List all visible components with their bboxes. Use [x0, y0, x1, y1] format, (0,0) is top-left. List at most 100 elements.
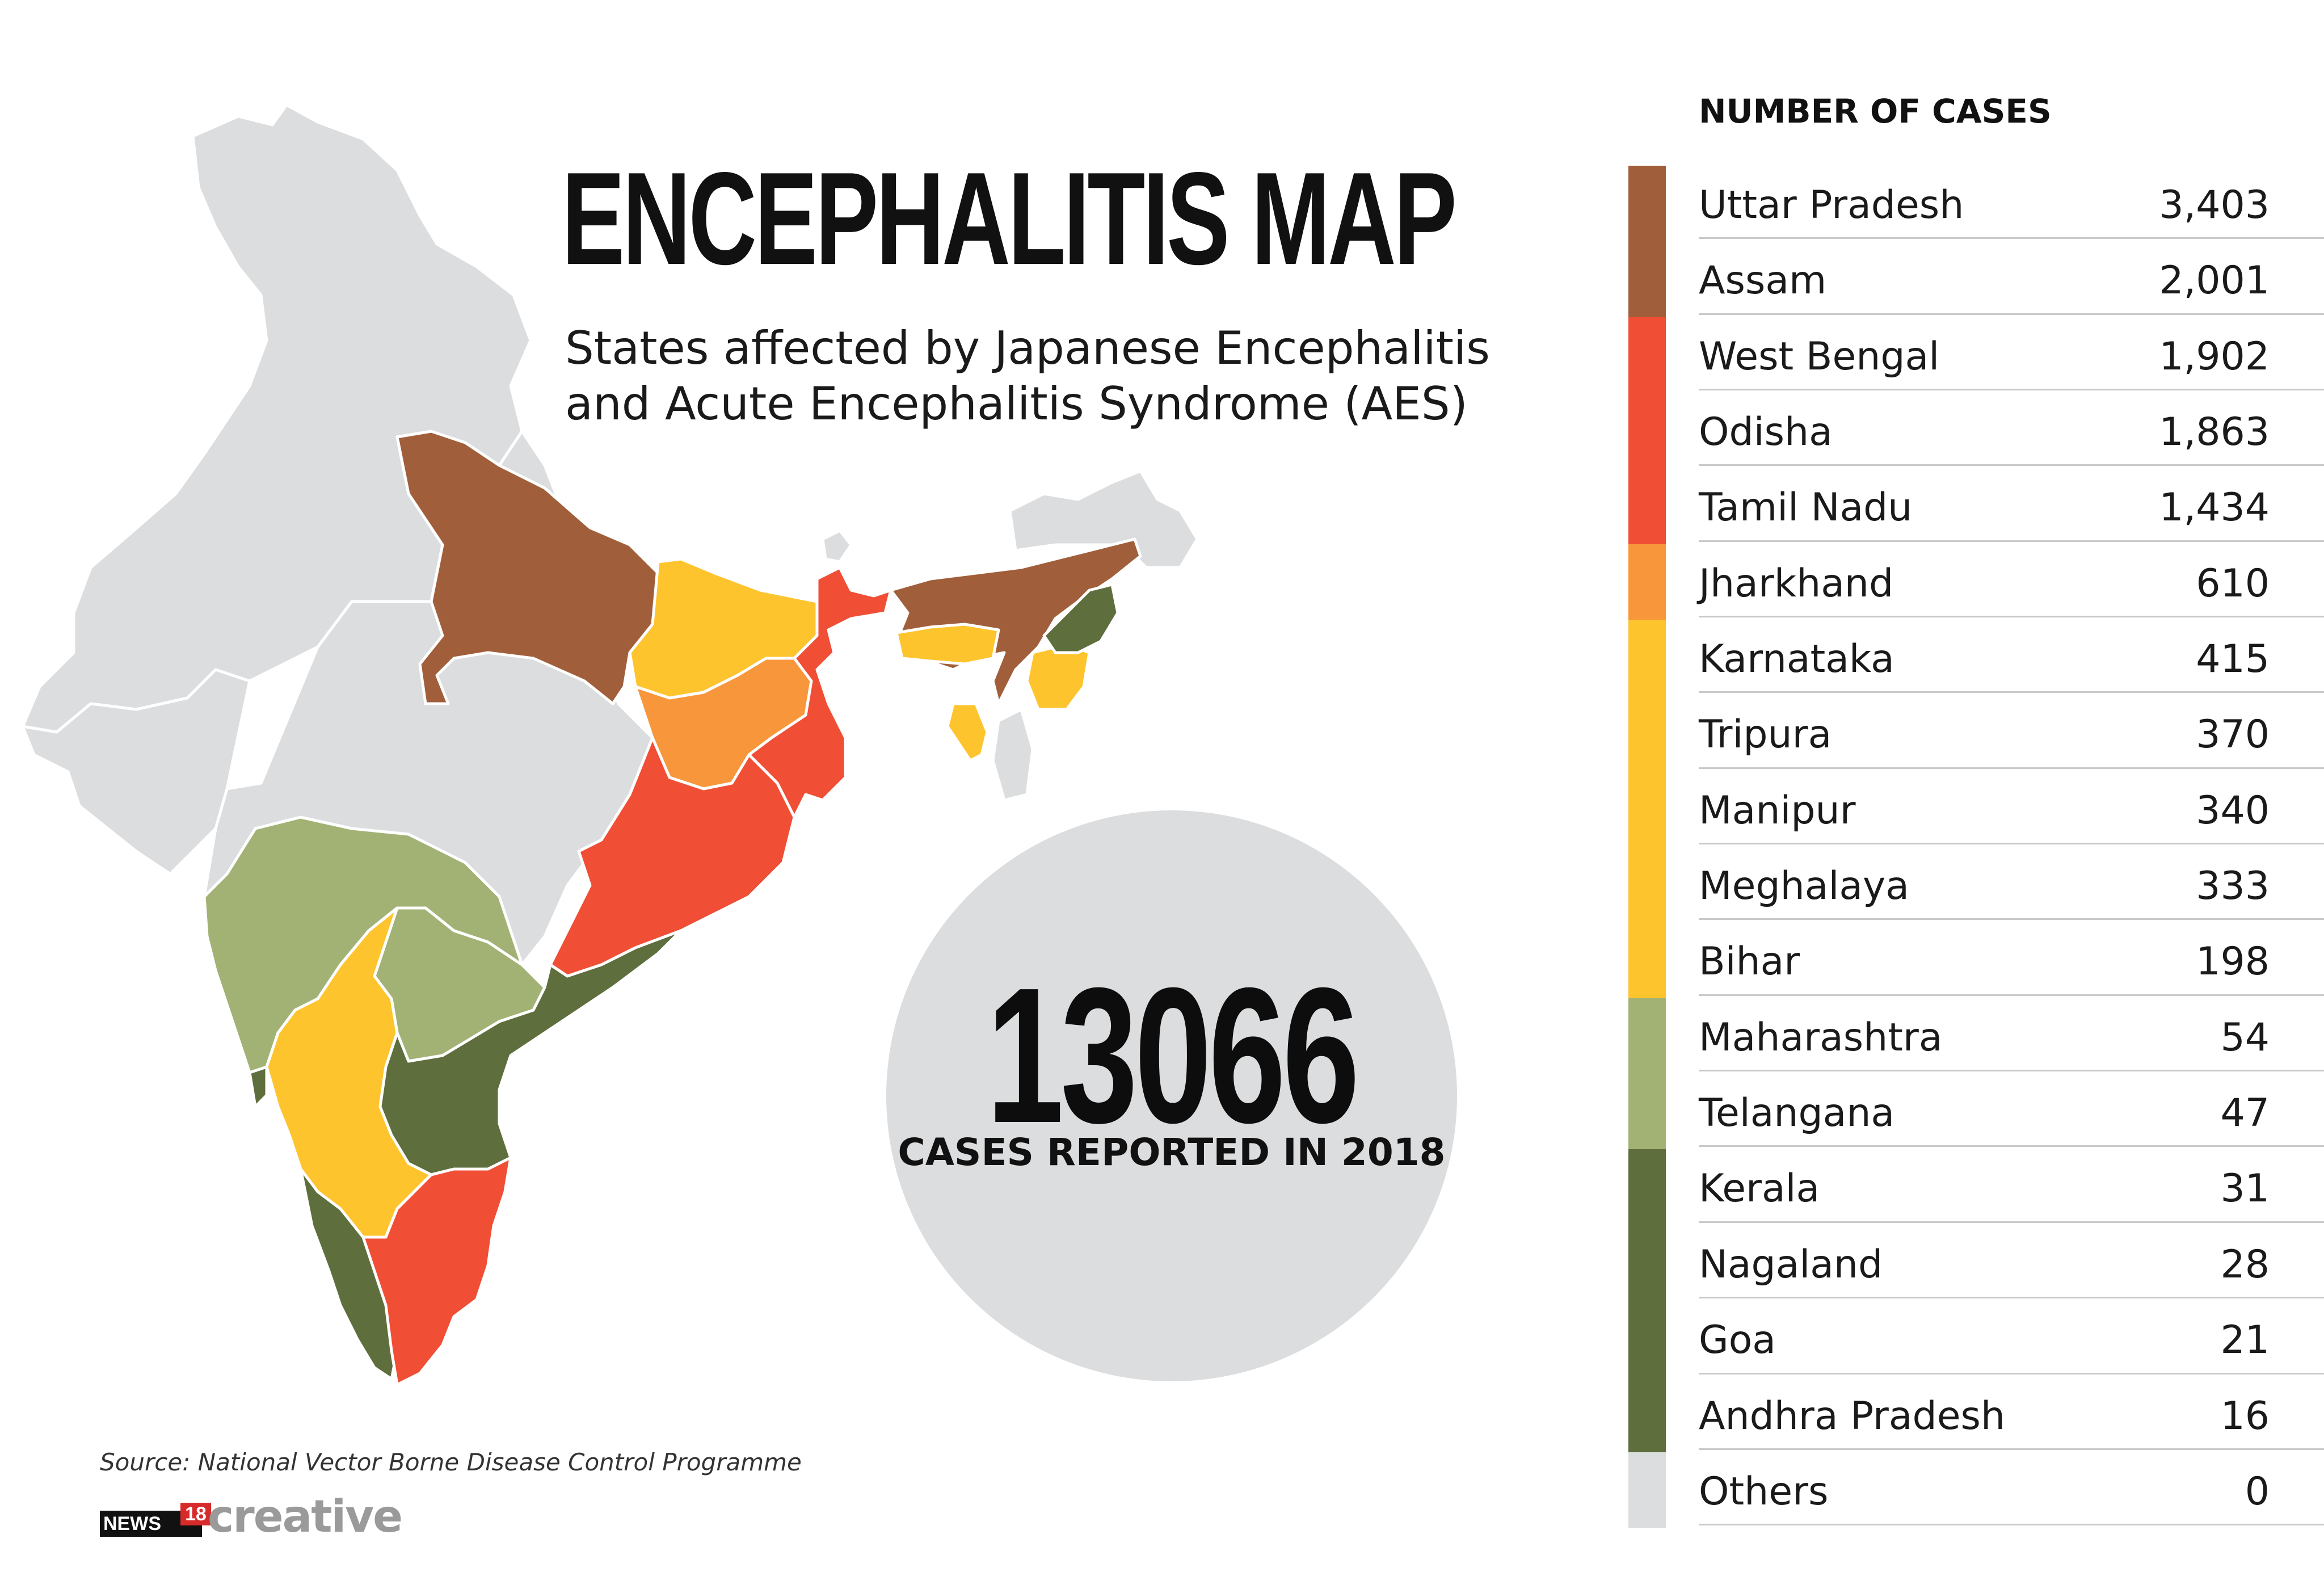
- legend-case-count: 610: [2196, 561, 2270, 606]
- legend-swatch: [1628, 393, 1666, 469]
- legend-state-name: Bihar: [1699, 939, 1800, 985]
- map-region-others-gujarat-west: [21, 668, 251, 876]
- brand-number-badge: 18: [180, 1503, 211, 1525]
- legend-swatch: [1628, 544, 1666, 620]
- legend-state-name: Nagaland: [1699, 1242, 1883, 1287]
- legend-row: Maharashtra 54: [1628, 998, 2324, 1074]
- legend-row-divider: [1699, 1372, 2324, 1374]
- legend-case-count: 1,434: [2159, 485, 2270, 531]
- brand-creative-text: creative: [208, 1491, 403, 1542]
- legend-case-count: 198: [2196, 939, 2270, 985]
- legend-row: Tamil Nadu 1,434: [1628, 468, 2324, 545]
- legend-row-divider: [1699, 1070, 2324, 1072]
- legend-row: Kerala 31: [1628, 1149, 2324, 1226]
- legend-case-count: 1,902: [2159, 334, 2270, 379]
- legend-case-count: 31: [2220, 1166, 2270, 1212]
- legend-swatch: [1628, 166, 1666, 242]
- legend-row: Andhra Pradesh 16: [1628, 1376, 2324, 1453]
- legend-case-count: 28: [2220, 1242, 2270, 1287]
- legend-row: Manipur 340: [1628, 771, 2324, 847]
- map-region-nagaland: [1042, 583, 1119, 654]
- legend-row-divider: [1699, 994, 2324, 996]
- legend-swatch: [1628, 771, 1666, 847]
- legend-state-name: Goa: [1699, 1318, 1776, 1363]
- legend-swatch: [1628, 1225, 1666, 1301]
- legend-row-divider: [1699, 1145, 2324, 1147]
- legend-case-count: 54: [2220, 1015, 2270, 1060]
- legend-state-name: Tripura: [1699, 712, 1832, 758]
- legend-swatch: [1628, 1376, 1666, 1453]
- legend-case-count: 340: [2196, 788, 2270, 833]
- legend-state-name: Maharashtra: [1699, 1015, 1943, 1060]
- legend-case-count: 333: [2196, 864, 2270, 909]
- map-region-tripura: [946, 702, 989, 762]
- legend-row-divider: [1699, 540, 2324, 542]
- legend-row: Uttar Pradesh 3,403: [1628, 166, 2324, 242]
- legend-state-name: Jharkhand: [1699, 561, 1894, 606]
- legend-swatch: [1628, 468, 1666, 545]
- total-cases-number: 13066: [987, 948, 1360, 1163]
- legend-case-count: 21: [2220, 1318, 2270, 1363]
- legend-state-name: Karnataka: [1699, 637, 1894, 682]
- source-note: Source: National Vector Borne Disease Co…: [100, 1448, 802, 1476]
- legend-swatch: [1628, 695, 1666, 772]
- legend-row: Telangana 47: [1628, 1074, 2324, 1150]
- legend-row: Nagaland 28: [1628, 1225, 2324, 1301]
- legend-row: Karnataka 415: [1628, 620, 2324, 696]
- legend-swatch: [1628, 1149, 1666, 1226]
- legend-row: Bihar 198: [1628, 922, 2324, 999]
- legend-state-name: Meghalaya: [1699, 864, 1909, 909]
- legend-state-name: Manipur: [1699, 788, 1856, 833]
- legend-row-divider: [1699, 918, 2324, 920]
- legend-row-divider: [1699, 843, 2324, 845]
- legend-state-name: Odisha: [1699, 410, 1833, 455]
- total-circle: [886, 810, 1457, 1381]
- legend-swatch: [1628, 922, 1666, 999]
- legend-row: Others 0: [1628, 1452, 2324, 1528]
- legend-state-name: Uttar Pradesh: [1699, 183, 1964, 228]
- legend-row-divider: [1699, 1297, 2324, 1299]
- legend-row-divider: [1699, 1221, 2324, 1223]
- legend-swatch: [1628, 241, 1666, 318]
- map-region-others-mizoram: [991, 708, 1034, 802]
- map-region-others-northeast: [1008, 469, 1199, 569]
- legend-case-count: 16: [2220, 1393, 2270, 1439]
- legend-row-divider: [1699, 1524, 2324, 1526]
- total-cases-caption: CASES REPORTED IN 2018: [898, 1130, 1446, 1174]
- map-region-meghalaya: [895, 623, 1000, 666]
- map-subtitle: States affected by Japanese Encephalitis…: [565, 322, 1490, 430]
- map-region-others-north: [21, 103, 532, 734]
- legend-row-divider: [1699, 691, 2324, 693]
- legend-case-count: 370: [2196, 712, 2270, 758]
- legend-row: Meghalaya 333: [1628, 847, 2324, 923]
- legend-row-divider: [1699, 464, 2324, 466]
- legend-row: Goa 21: [1628, 1301, 2324, 1377]
- legend-state-name: Telangana: [1699, 1091, 1895, 1136]
- legend-swatch: [1628, 847, 1666, 923]
- map-title: ENCEPHALITIS MAP: [562, 145, 1457, 292]
- legend-list: Uttar Pradesh 3,403 Assam 2,001 West Bengal 1…: [1628, 166, 2324, 1528]
- legend-case-count: 47: [2220, 1091, 2270, 1136]
- legend-row-divider: [1699, 389, 2324, 391]
- map-region-others-sikkim: [821, 529, 853, 564]
- legend-case-count: 1,863: [2159, 410, 2270, 455]
- legend-row: Assam 2,001: [1628, 241, 2324, 318]
- legend-state-name: Kerala: [1699, 1166, 1820, 1212]
- legend-swatch: [1628, 317, 1666, 393]
- legend-state-name: Andhra Pradesh: [1699, 1393, 2006, 1439]
- map-region-west-bengal: [747, 566, 892, 819]
- legend-heading: NUMBER OF CASES: [1699, 92, 2052, 131]
- legend-case-count: 3,403: [2159, 183, 2270, 228]
- legend-state-name: Tamil Nadu: [1699, 485, 1913, 531]
- legend-swatch: [1628, 998, 1666, 1074]
- map-region-uttar-pradesh: [395, 430, 660, 705]
- legend-row-divider: [1699, 1448, 2324, 1450]
- legend-row-divider: [1699, 767, 2324, 769]
- map-region-goa: [248, 1065, 268, 1108]
- legend-case-count: 415: [2196, 637, 2270, 682]
- legend-swatch: [1628, 1452, 1666, 1528]
- legend-state-name: West Bengal: [1699, 334, 1940, 379]
- legend-swatch: [1628, 620, 1666, 696]
- legend-swatch: [1628, 1301, 1666, 1377]
